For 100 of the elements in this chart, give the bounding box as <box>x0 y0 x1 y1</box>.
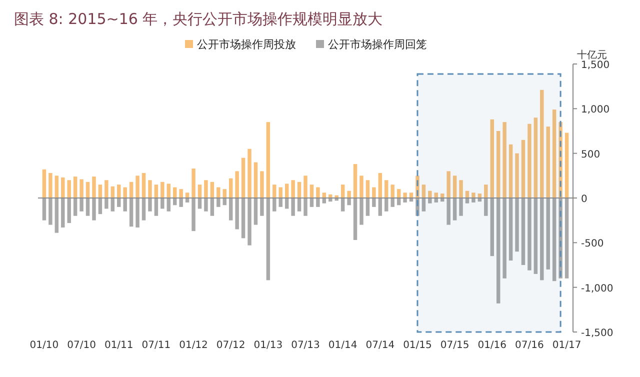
x-tick-label: 01/13 <box>254 340 283 351</box>
bar <box>42 169 46 198</box>
x-tick-label: 01/10 <box>30 340 59 351</box>
x-tick-label: 07/13 <box>291 340 320 351</box>
y-tick-label: 500 <box>581 149 600 160</box>
bar <box>540 90 544 198</box>
bar <box>446 171 450 198</box>
y-tick-label: 1,000 <box>581 104 610 116</box>
bar <box>192 198 196 232</box>
bar <box>297 198 302 212</box>
x-tick-label: 01/12 <box>179 340 208 351</box>
bar <box>558 122 562 198</box>
bar <box>558 198 562 278</box>
bar <box>54 176 59 198</box>
bar <box>546 198 550 270</box>
bar <box>353 198 358 240</box>
x-tick-label: 07/10 <box>67 340 96 351</box>
bar <box>260 171 264 198</box>
bar <box>446 198 450 225</box>
chart-title: 图表 8: 2015~16 年，央行公开市场操作规模明显放大 <box>14 10 383 28</box>
bar <box>192 168 196 198</box>
bar <box>297 182 302 198</box>
bar <box>104 198 108 209</box>
bar <box>67 180 71 198</box>
bar <box>390 198 394 207</box>
y-tick-label: -500 <box>581 238 604 250</box>
bar <box>136 176 140 198</box>
x-tick-label: 07/12 <box>216 340 246 351</box>
bar <box>372 187 376 198</box>
bar <box>490 198 494 256</box>
bar <box>360 198 364 225</box>
bar <box>160 182 164 198</box>
bar <box>216 198 220 207</box>
bar <box>154 198 158 216</box>
bar <box>80 198 84 212</box>
bar <box>248 148 252 198</box>
bar <box>372 198 376 207</box>
legend-label: 公开市场操作周回笼 <box>328 38 427 51</box>
bar <box>496 198 500 304</box>
bar <box>515 198 519 252</box>
bar <box>340 184 345 198</box>
bar <box>228 178 233 198</box>
y-tick-label: -1,000 <box>581 283 614 294</box>
bar <box>384 180 388 198</box>
legend-label: 公开市场操作周投放 <box>197 38 296 51</box>
bar <box>166 184 171 198</box>
y-tick-label: 1,500 <box>581 60 610 71</box>
bar <box>353 164 358 198</box>
bar <box>291 180 295 198</box>
bar <box>403 198 407 202</box>
bar <box>496 131 500 198</box>
bar <box>484 198 488 216</box>
bar <box>61 177 65 198</box>
bar <box>564 132 569 198</box>
bar <box>123 198 127 212</box>
bar <box>490 119 494 198</box>
bar <box>272 184 276 198</box>
bar <box>316 198 320 207</box>
bar <box>166 198 171 212</box>
bar <box>204 198 208 212</box>
x-tick-label: 07/16 <box>515 340 544 351</box>
bar <box>179 189 183 198</box>
x-tick-label: 07/15 <box>440 340 470 351</box>
bar <box>304 198 308 216</box>
bar <box>534 118 538 198</box>
bar <box>73 198 78 216</box>
bar <box>248 198 252 246</box>
bar <box>154 184 158 198</box>
bar <box>210 182 214 198</box>
bar <box>228 198 233 220</box>
bar <box>67 198 71 224</box>
bar <box>284 184 289 198</box>
bar <box>521 198 526 265</box>
bar <box>347 198 351 206</box>
bar <box>129 182 134 198</box>
bar <box>390 184 394 198</box>
bar <box>198 184 202 198</box>
bar <box>508 144 513 198</box>
bar <box>148 198 152 212</box>
bar <box>484 184 488 198</box>
bar <box>316 187 320 198</box>
y-tick-label: -1,500 <box>581 328 614 339</box>
bar <box>216 187 220 198</box>
bar <box>416 176 420 198</box>
bar <box>266 198 270 280</box>
bar <box>422 198 426 212</box>
bar <box>328 198 332 202</box>
bar <box>42 198 46 220</box>
bar <box>515 153 519 198</box>
bar <box>266 122 270 198</box>
x-tick-label: 01/14 <box>328 340 358 351</box>
bar <box>241 158 246 198</box>
bar <box>310 184 314 198</box>
bar <box>254 162 258 198</box>
bar <box>235 171 239 198</box>
bar <box>328 194 332 198</box>
bar <box>254 198 258 225</box>
bar <box>528 198 532 270</box>
bar <box>472 198 476 202</box>
bar <box>502 122 506 198</box>
